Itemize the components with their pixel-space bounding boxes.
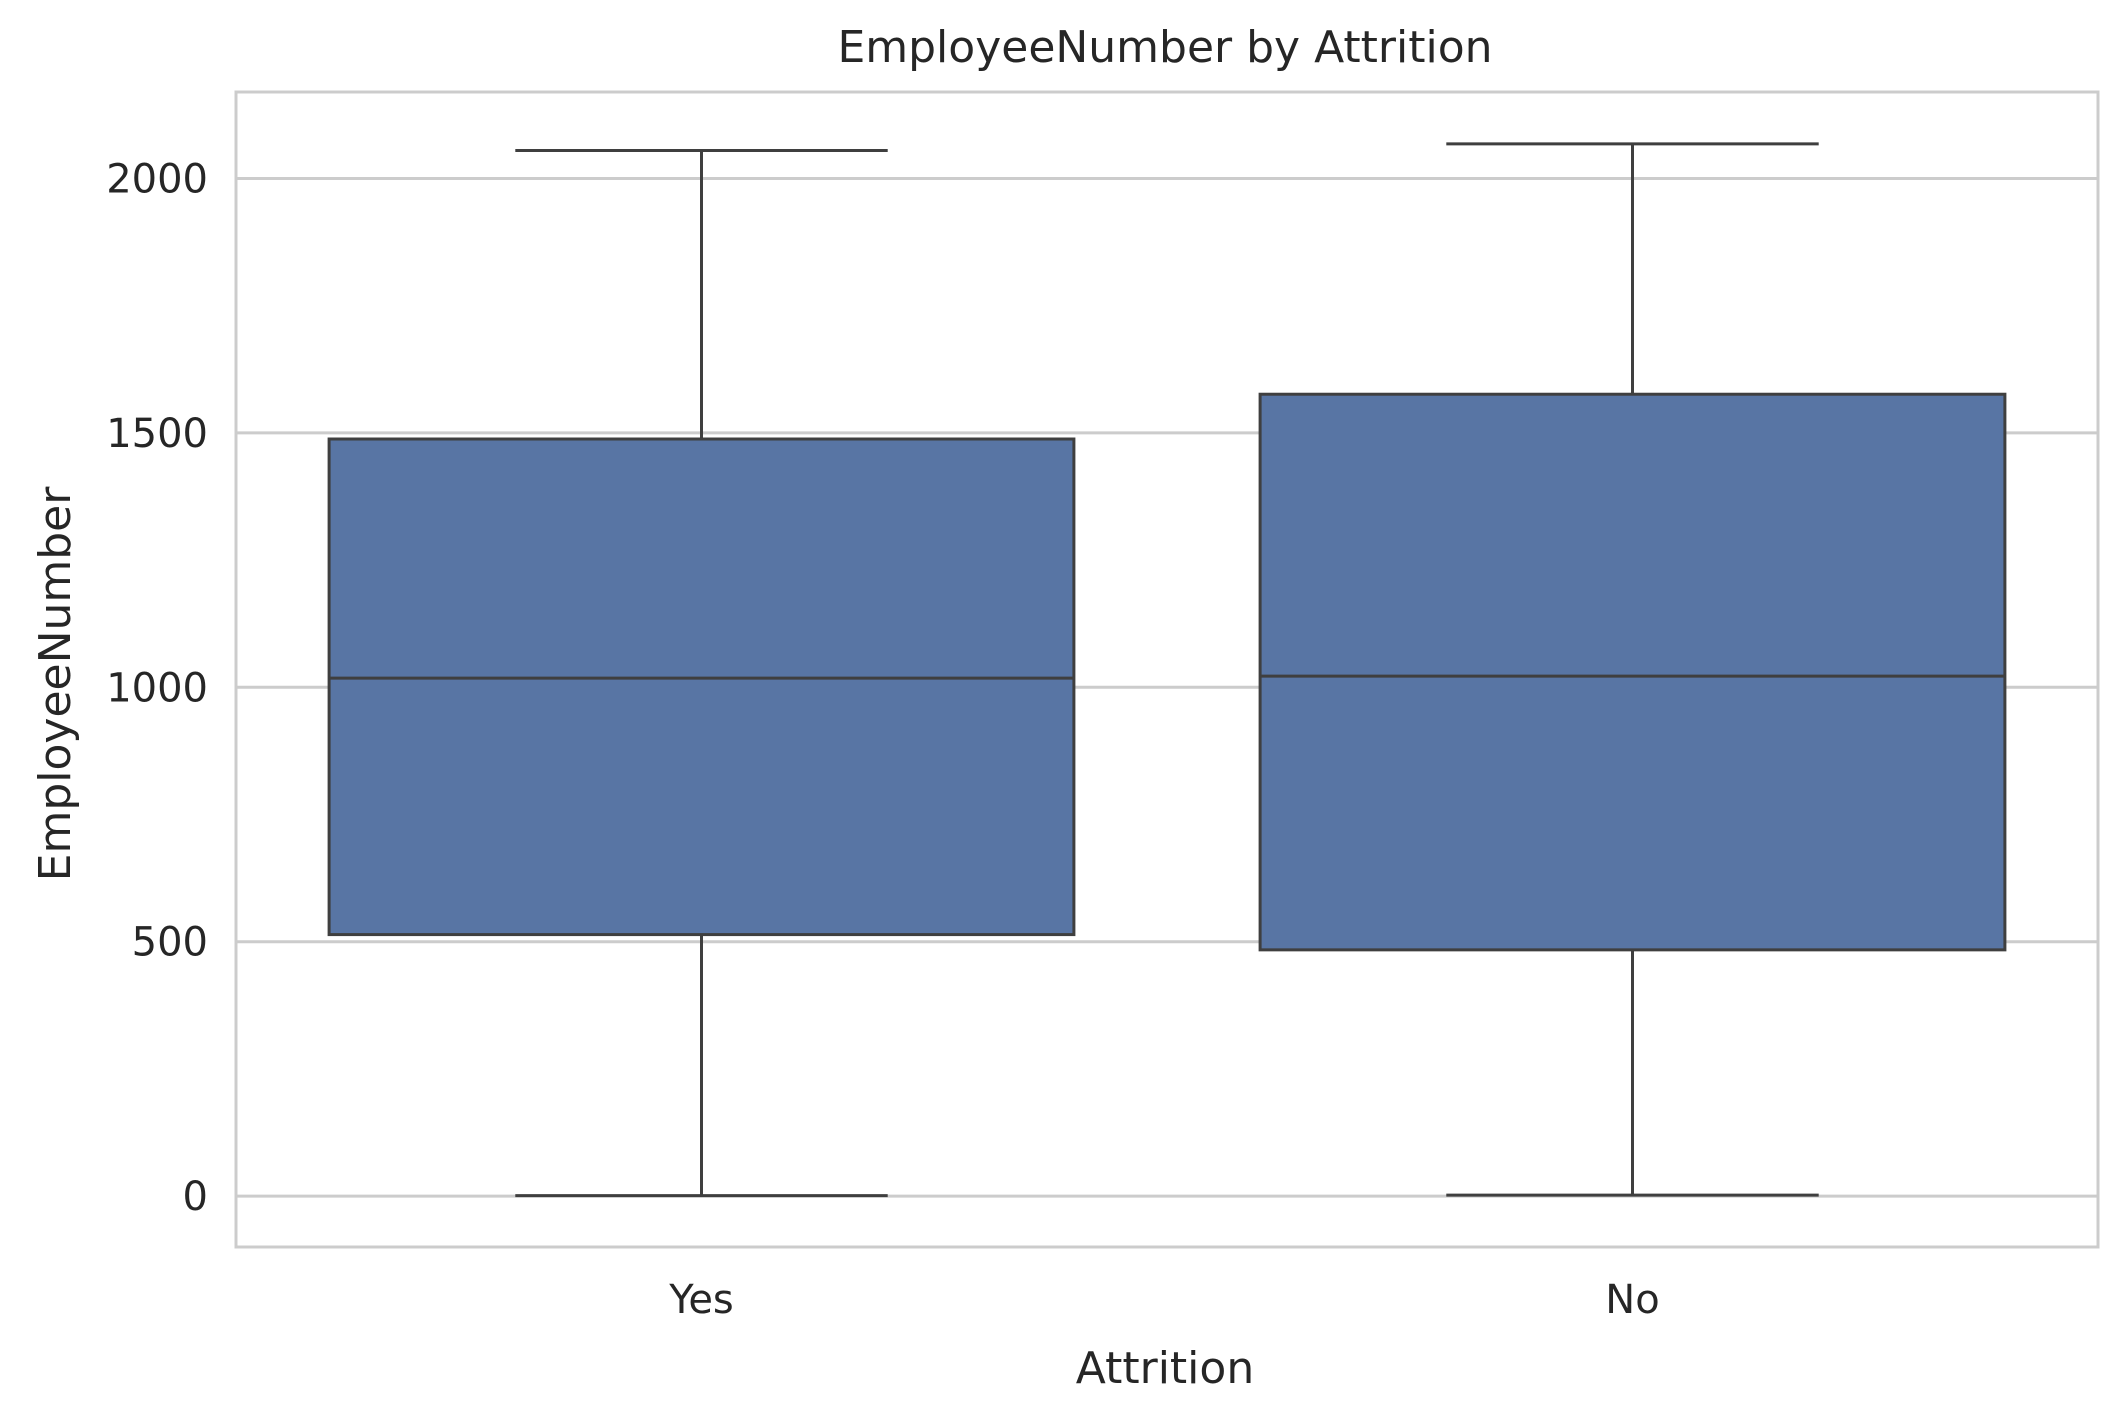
x-axis-label: Attrition: [1076, 1343, 1254, 1394]
chart-title: EmployeeNumber by Attrition: [837, 22, 1492, 73]
box-plots: [327, 142, 2007, 1198]
box-plot-yes: [327, 149, 1076, 1198]
x-tick-label: No: [1605, 1277, 1659, 1323]
x-tick-labels: Yes No: [668, 1277, 1659, 1323]
y-tick-labels: 0 500 1000 1500 2000: [106, 156, 208, 1220]
box-plot-no: [1258, 142, 2007, 1197]
y-tick-label: 500: [132, 920, 208, 966]
y-axis-label: EmployeeNumber: [30, 486, 81, 882]
y-tick-label: 2000: [106, 156, 208, 202]
iqr-box: [327, 437, 1076, 937]
iqr-box: [1258, 392, 2007, 952]
y-tick-label: 1000: [106, 665, 208, 711]
x-tick-label: Yes: [668, 1277, 734, 1323]
plot-frame: [234, 90, 2100, 1249]
y-tick-label: 1500: [106, 411, 208, 457]
y-tick-label: 0: [183, 1174, 208, 1220]
